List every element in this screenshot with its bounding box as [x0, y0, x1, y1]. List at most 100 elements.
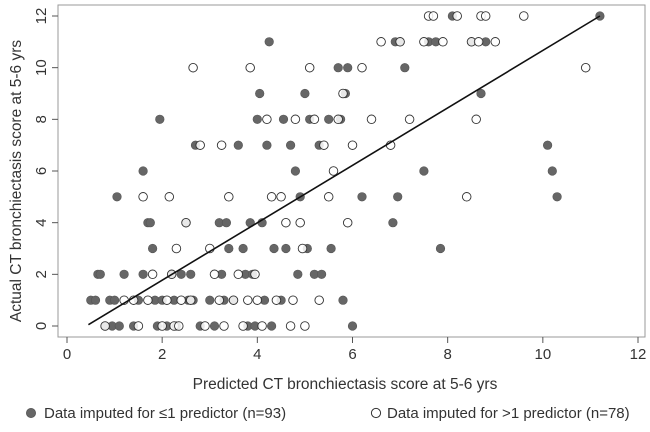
data-point-filled — [542, 140, 553, 150]
data-point-open — [257, 321, 267, 331]
data-point-open — [288, 295, 298, 305]
x-tick-label: 4 — [253, 346, 261, 363]
data-point-filled — [138, 269, 148, 279]
data-point-filled — [400, 63, 410, 73]
x-tick-label: 6 — [348, 346, 356, 363]
data-point-filled — [221, 218, 231, 228]
data-point-open — [276, 192, 286, 202]
legend-label-1: Data imputed for ≤1 predictor (n=93) — [44, 405, 286, 422]
y-tick-label: 8 — [33, 115, 50, 123]
data-point-filled — [281, 243, 291, 254]
data-point-filled — [326, 243, 336, 254]
data-point-filled — [343, 63, 353, 73]
data-point-open — [171, 243, 182, 254]
data-point-open — [471, 114, 481, 125]
data-point-open — [461, 192, 472, 202]
data-point-filled — [145, 218, 155, 228]
data-point-open — [347, 140, 358, 150]
y-tick-label: 10 — [33, 59, 50, 76]
data-point-filled — [388, 218, 398, 228]
data-point-open — [519, 11, 529, 21]
y-tick-label: 2 — [33, 270, 50, 278]
data-point-open — [395, 37, 405, 47]
data-point-open — [245, 62, 255, 73]
data-point-filled — [119, 269, 129, 279]
data-point-open — [309, 114, 320, 125]
data-point-filled — [278, 114, 289, 124]
data-point-filled — [347, 321, 358, 331]
data-point-filled — [333, 63, 343, 73]
data-point-open — [238, 321, 248, 331]
data-point-open — [428, 11, 439, 21]
data-point-filled — [138, 166, 148, 176]
data-point-open — [300, 321, 310, 331]
data-point-open — [219, 321, 229, 331]
axis-ticks: 0 2 4 6 8 10 12 0 2 4 6 8 10 12 — [33, 8, 646, 363]
data-point-filled — [419, 166, 429, 176]
data-point-open — [262, 114, 272, 125]
x-tick-label: 8 — [443, 346, 451, 363]
data-point-filled — [252, 114, 262, 124]
data-point-open — [100, 321, 110, 331]
data-point-filled — [552, 192, 562, 202]
data-point-filled — [264, 37, 274, 47]
y-tick-label: 12 — [33, 8, 50, 25]
data-point-filled — [238, 243, 248, 254]
data-point-open — [285, 321, 296, 331]
regression-line — [87, 15, 601, 326]
x-tick-label: 2 — [158, 346, 166, 363]
data-point-open — [366, 114, 377, 125]
data-point-open — [333, 114, 343, 125]
data-point-open — [174, 321, 184, 331]
data-point-open — [266, 192, 277, 202]
data-point-open — [419, 37, 429, 47]
data-point-filled — [114, 321, 124, 331]
data-point-open — [188, 62, 198, 73]
regression-line-layer — [87, 15, 601, 326]
data-point-open — [295, 217, 305, 228]
data-point-open — [281, 217, 291, 228]
data-point-filled — [109, 295, 120, 305]
y-tick-label: 6 — [33, 167, 50, 175]
legend-marker-filled — [25, 407, 36, 418]
data-point-filled — [205, 295, 215, 305]
data-point-open — [181, 217, 191, 228]
data-point-filled — [300, 88, 310, 99]
data-point-open — [342, 217, 353, 228]
data-point-open — [452, 11, 462, 21]
data-point-open — [224, 192, 234, 202]
data-point-filled — [95, 269, 105, 279]
data-point-filled — [148, 243, 158, 254]
data-point-filled — [435, 243, 446, 254]
x-tick-label: 12 — [630, 346, 647, 363]
y-tick-label: 0 — [33, 322, 50, 330]
data-point-open — [147, 269, 158, 280]
data-point-open — [200, 321, 210, 331]
data-point-filled — [176, 269, 186, 279]
data-point-open — [185, 295, 196, 305]
data-point-open — [473, 37, 484, 47]
data-point-filled — [262, 140, 272, 150]
data-point-open — [214, 295, 225, 305]
data-point-filled — [224, 243, 234, 254]
data-point-open — [176, 295, 186, 305]
data-point-open — [376, 37, 386, 47]
legend-label-2: Data imputed for >1 predictor (n=78) — [387, 405, 630, 422]
x-tick-label: 0 — [63, 346, 71, 363]
data-point-open — [162, 295, 172, 305]
data-point-open — [404, 114, 415, 125]
data-point-open — [357, 62, 367, 73]
data-point-filled — [290, 166, 301, 176]
data-point-filled — [112, 192, 122, 202]
data-point-open — [243, 295, 253, 305]
data-point-open — [143, 295, 153, 305]
data-point-open — [233, 269, 244, 280]
data-point-open — [138, 192, 148, 202]
data-point-filled — [255, 88, 265, 99]
data-point-filled — [209, 321, 220, 331]
data-point-filled — [547, 166, 557, 176]
data-point-open — [271, 295, 282, 305]
data-point-filled — [186, 269, 196, 279]
data-point-filled — [476, 88, 486, 99]
data-point-open — [328, 166, 339, 176]
